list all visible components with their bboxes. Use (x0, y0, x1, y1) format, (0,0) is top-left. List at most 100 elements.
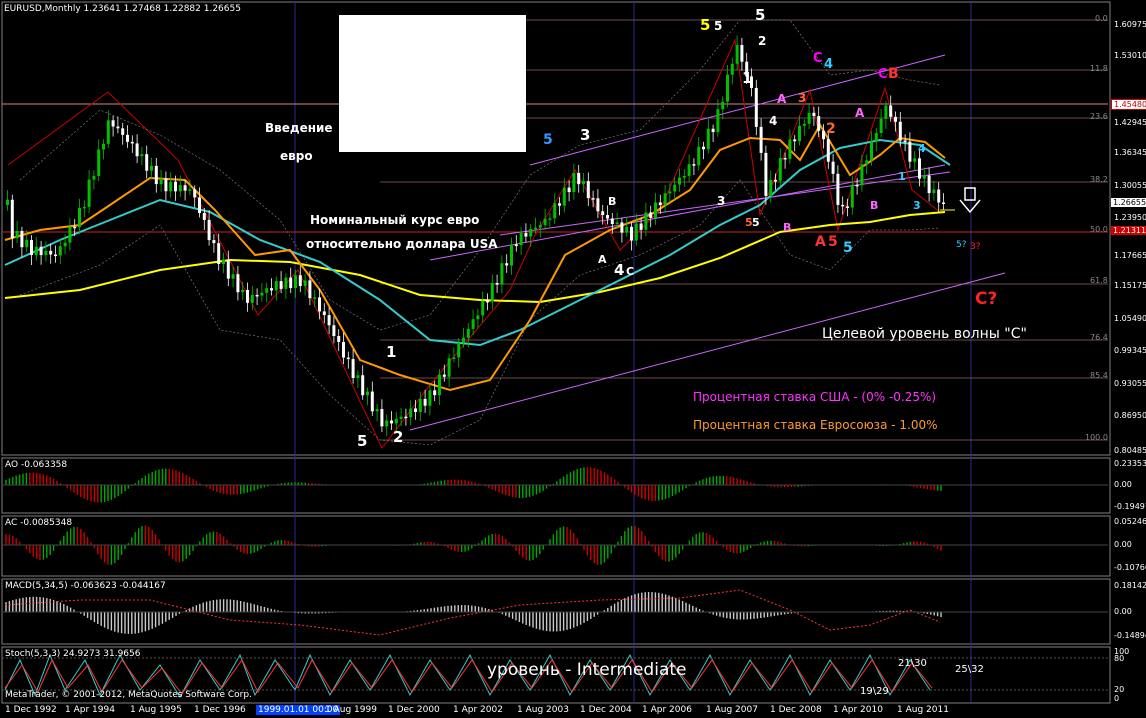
fib-label: 85.4 (1090, 371, 1108, 380)
candle-body (428, 390, 432, 406)
candle-body (505, 263, 509, 266)
candle-body (442, 374, 446, 377)
date-label: 1 Dec 2000 (388, 705, 440, 715)
zigzag (7, 38, 941, 449)
ao-scale-top: 0.23353 (1114, 459, 1146, 468)
period-separators (294, 2, 972, 703)
date-label: 1 Apr 2002 (453, 705, 503, 715)
candle-body (284, 277, 288, 289)
candle-body (308, 280, 312, 299)
candle-body (678, 177, 681, 185)
candle-body (159, 178, 163, 185)
svg-text:C: C (878, 67, 888, 82)
candle-body (932, 189, 936, 194)
candle-body (394, 418, 398, 424)
price-label: 0.93055 (1114, 379, 1146, 388)
price-highlight-box: 1.45480 (1111, 99, 1146, 110)
price-label: 1.36345 (1114, 148, 1146, 157)
candle-body (481, 300, 485, 316)
price-label: 1.30055 (1114, 181, 1146, 190)
candle-body (769, 179, 773, 196)
current-price-box: 1.26655 (1111, 198, 1146, 207)
envelope-upper (19, 19, 941, 331)
candle-body (596, 198, 600, 212)
candle-body (486, 300, 489, 303)
candle-body (178, 185, 182, 192)
svg-text:5: 5 (755, 6, 765, 24)
candle-body (207, 219, 211, 241)
candle-body (154, 165, 158, 185)
candle-body (836, 173, 840, 205)
stoch-panel-border (1, 646, 1111, 704)
fib-lines (2, 19, 1108, 441)
candle-body (193, 189, 197, 198)
svg-text:1: 1 (898, 170, 906, 183)
candle-body (524, 233, 528, 237)
candle-body (673, 184, 677, 192)
candle-body (927, 175, 931, 194)
candle-body (231, 274, 235, 279)
candle-body (793, 139, 797, 142)
stoch-scale-20: 20 (1114, 685, 1125, 694)
candle-body (591, 198, 595, 200)
svg-text:4: 4 (918, 142, 926, 155)
price-label: 1.17665 (1114, 251, 1146, 260)
three-question: 3? (970, 242, 981, 252)
svg-text:A: A (598, 253, 607, 266)
fib-label: 50.0 (1090, 225, 1108, 234)
candle-body (711, 128, 715, 133)
price-label: 0.80485 (1114, 446, 1146, 455)
candlesticks (6, 35, 945, 436)
candle-body (706, 128, 710, 150)
candle-body (68, 226, 72, 243)
candle-body (274, 281, 278, 291)
candle-body (63, 242, 67, 247)
candle-body (462, 337, 465, 343)
svg-text:5: 5 (700, 16, 710, 34)
candle-body (212, 240, 216, 244)
candle-body (34, 246, 38, 256)
date-label: 1 Aug 2003 (517, 705, 569, 715)
candle-body (188, 189, 192, 191)
candle-body (466, 328, 470, 338)
date-label: 1 Aug 2011 (897, 705, 949, 715)
candle-body (135, 143, 139, 157)
candle-body (807, 112, 811, 124)
svg-text:5: 5 (843, 240, 853, 256)
ac-scale-top: 0.05246 (1114, 517, 1146, 526)
svg-text:B: B (870, 199, 878, 212)
candle-body (380, 409, 384, 427)
candle-body (82, 206, 86, 209)
price-label: 1.42945 (1114, 118, 1146, 127)
macd-scale-bot: -0.14894 (1114, 631, 1146, 640)
envelope-lower (19, 179, 941, 446)
svg-text:2: 2 (758, 34, 766, 48)
candle-body (97, 149, 101, 176)
candle-body (414, 408, 417, 412)
candle-body (217, 243, 221, 264)
candle-body (87, 179, 91, 207)
candle-body (366, 391, 369, 396)
candle-body (346, 357, 350, 360)
candle-body (30, 240, 33, 256)
svg-text:1: 1 (742, 69, 752, 87)
svg-text:A: A (855, 106, 865, 120)
ac-label: AC -0.0085348 (5, 518, 73, 528)
stoch-scale-0: 0 (1114, 694, 1120, 703)
candle-body (601, 211, 605, 216)
date-label: 1 Aug 1995 (130, 705, 182, 715)
svg-text:C: C (626, 265, 634, 278)
candle-body (870, 141, 873, 161)
price-label: 0.99345 (1114, 346, 1146, 355)
candle-body (846, 206, 849, 208)
candle-body (174, 181, 177, 192)
candle-body (433, 390, 437, 396)
candle-body (198, 197, 201, 213)
stoch-scale-80: 80 (1114, 654, 1125, 663)
svg-text:5: 5 (745, 216, 753, 229)
candle-body (399, 416, 403, 419)
candle-body (126, 134, 129, 142)
candle-body (332, 325, 336, 337)
